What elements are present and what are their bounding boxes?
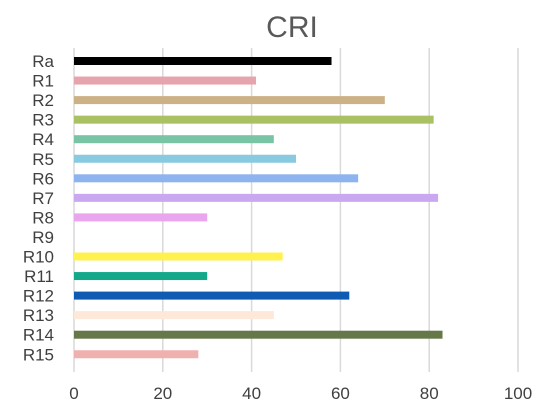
category-label: R14 bbox=[23, 326, 54, 345]
category-label: R13 bbox=[23, 306, 54, 325]
bars bbox=[74, 57, 443, 359]
bar-r3 bbox=[74, 115, 434, 124]
x-tick-label: 0 bbox=[69, 384, 78, 403]
bar-ra bbox=[74, 57, 332, 65]
category-label: R8 bbox=[32, 208, 54, 227]
bar-r8 bbox=[74, 213, 208, 222]
x-tick-labels: 0 20 40 60 80 100 bbox=[69, 384, 532, 403]
x-tick-label: 100 bbox=[504, 384, 532, 403]
bar-r12 bbox=[74, 291, 350, 300]
bar-r11 bbox=[74, 272, 208, 281]
bar-r10 bbox=[74, 252, 283, 261]
bar-r13 bbox=[74, 311, 274, 320]
category-label: R3 bbox=[32, 111, 54, 130]
bar-r4 bbox=[74, 135, 274, 144]
x-tick-label: 40 bbox=[242, 384, 261, 403]
category-label: R15 bbox=[23, 345, 54, 364]
category-label: R12 bbox=[23, 287, 54, 306]
category-label: R6 bbox=[32, 169, 54, 188]
bar-r2 bbox=[74, 96, 385, 105]
bar-r7 bbox=[74, 193, 439, 202]
category-label: R10 bbox=[23, 248, 54, 267]
x-tick-label: 60 bbox=[331, 384, 350, 403]
x-tick-label: 20 bbox=[153, 384, 172, 403]
category-label: R9 bbox=[32, 228, 54, 247]
category-label: Ra bbox=[32, 52, 54, 71]
bar-r1 bbox=[74, 76, 257, 85]
bar-r15 bbox=[74, 350, 199, 359]
category-label: R5 bbox=[32, 150, 54, 169]
category-label: R4 bbox=[32, 130, 54, 149]
bar-r14 bbox=[74, 330, 443, 339]
category-label: R1 bbox=[32, 72, 54, 91]
bar-r5 bbox=[74, 154, 296, 163]
bar-r6 bbox=[74, 174, 359, 183]
category-label: R2 bbox=[32, 91, 54, 110]
category-label: R7 bbox=[32, 189, 54, 208]
x-tick-label: 80 bbox=[420, 384, 439, 403]
chart-title: CRI bbox=[266, 11, 318, 44]
category-label: R11 bbox=[24, 267, 54, 286]
